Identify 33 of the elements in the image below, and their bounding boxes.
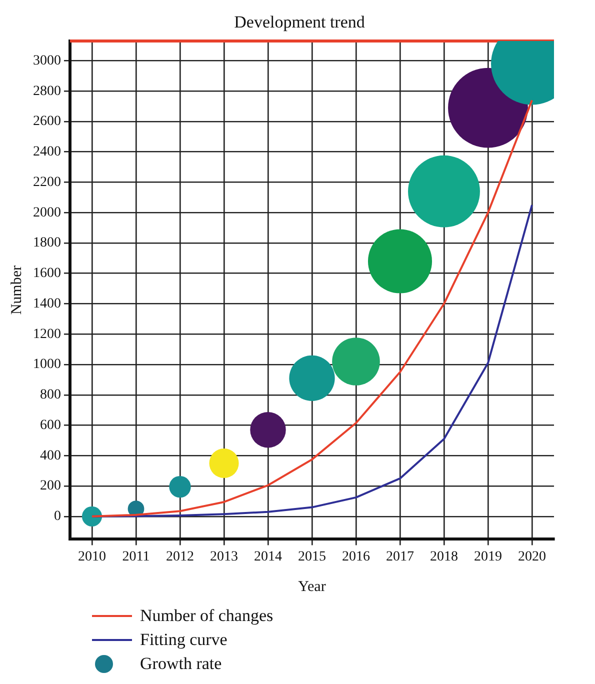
y-tick-label: 2200 [33,174,61,190]
y-axis-title: Number [8,266,25,315]
y-tick-label: 1800 [33,236,61,251]
y-tick-label: 800 [40,388,61,403]
y-tick-label: 600 [40,418,61,433]
legend-label: Growth rate [140,654,222,674]
y-tick-label: 1600 [33,266,61,282]
legend-label: Fitting curve [140,630,228,650]
y-tick-label: 2000 [33,205,61,220]
y-tick-label: 1000 [33,357,61,372]
y-tick-label: 1400 [33,296,61,312]
x-tick-label: 2016 [342,549,370,564]
y-tick-label: 200 [40,478,61,494]
y-tick-label: 1200 [33,326,61,342]
x-axis-title: Year [298,578,326,595]
x-tick-label: 2019 [474,549,502,564]
y-tick-label: 400 [40,448,61,464]
x-tick-label: 2013 [210,549,238,564]
x-tick-label: 2020 [518,549,546,564]
x-tick-label: 2015 [298,549,326,564]
legend-label: Number of changes [140,606,274,626]
y-tick-label: 2800 [33,84,61,99]
x-tick-label: 2011 [122,549,150,564]
y-tick-label: 0 [54,509,61,524]
x-tick-label: 2014 [254,549,282,564]
x-tick-label: 2018 [430,549,458,564]
y-tick-label: 3000 [33,53,61,68]
y-tick-label: 2600 [33,114,61,130]
x-tick-label: 2012 [166,549,194,564]
x-tick-label: 2017 [386,549,414,564]
chart-title: Development trend [234,12,366,32]
x-tick-label: 2010 [78,549,106,564]
y-tick-label: 2400 [33,144,61,160]
